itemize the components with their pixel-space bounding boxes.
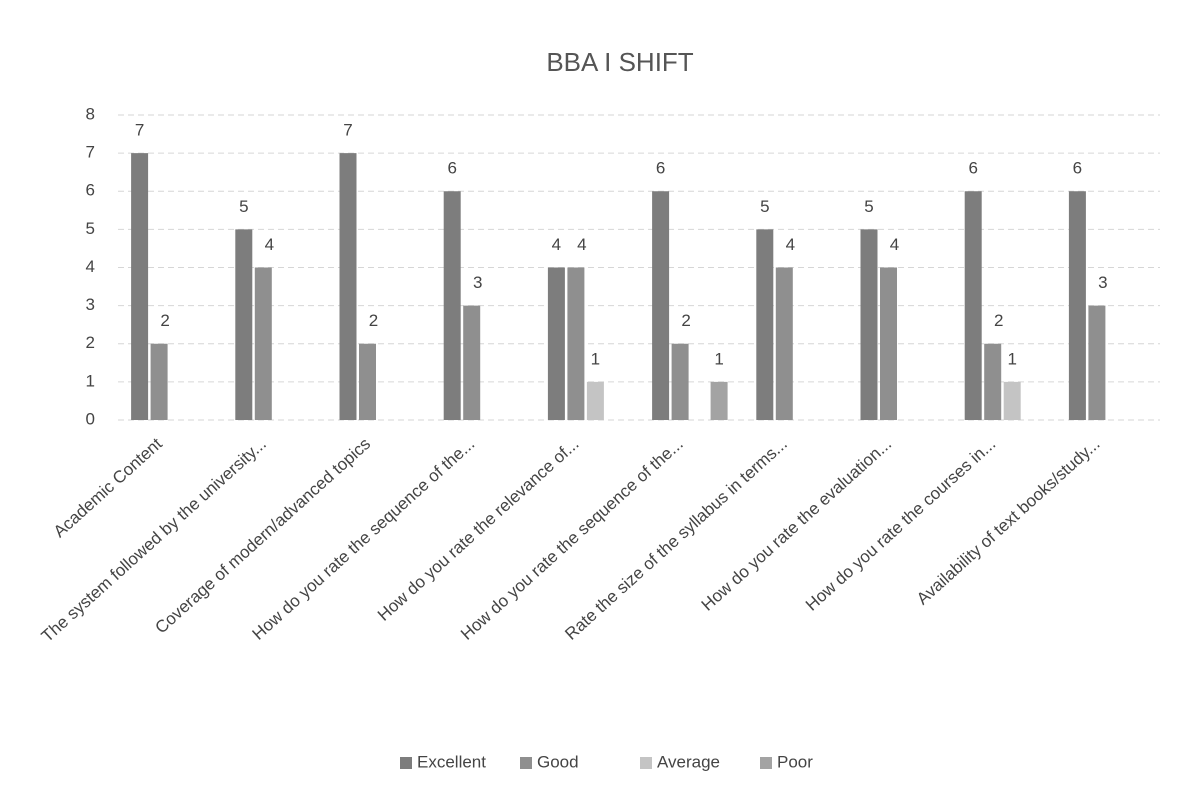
bar	[567, 267, 585, 420]
y-tick-label: 7	[86, 143, 95, 162]
x-tick-label: How do you rate the relevance of...	[374, 434, 583, 625]
data-label: 3	[473, 273, 482, 292]
data-label: 5	[239, 197, 248, 216]
data-label: 6	[447, 159, 456, 178]
data-label: 6	[1073, 159, 1082, 178]
data-label: 7	[343, 121, 352, 140]
bar	[860, 229, 878, 420]
data-label: 2	[681, 311, 690, 330]
data-label: 4	[265, 235, 274, 254]
legend-swatch	[760, 757, 772, 769]
bar	[547, 267, 565, 420]
data-label: 4	[577, 235, 586, 254]
bar	[443, 191, 461, 420]
x-tick-label: How do you rate the evaluation...	[698, 434, 895, 614]
bar	[775, 267, 793, 420]
data-label: 2	[994, 311, 1003, 330]
legend-label: Excellent	[417, 752, 486, 771]
chart-title: BBA I SHIFT	[546, 47, 693, 77]
legend-label: Poor	[777, 752, 813, 771]
bar	[463, 305, 481, 420]
y-tick-label: 4	[86, 257, 95, 276]
bar	[586, 381, 604, 420]
data-label: 2	[160, 311, 169, 330]
bar	[964, 191, 982, 420]
bar	[671, 343, 689, 420]
data-label: 7	[135, 121, 144, 140]
x-tick-label: How do you rate the sequence of the...	[457, 434, 687, 644]
bar	[254, 267, 272, 420]
legend-swatch	[520, 757, 532, 769]
bar	[756, 229, 774, 420]
y-tick-label: 2	[86, 333, 95, 352]
bar	[880, 267, 897, 420]
bar	[1088, 305, 1106, 420]
x-tick-label: The system followed by the university...	[38, 434, 270, 646]
bar	[131, 153, 149, 420]
data-label: 1	[714, 349, 723, 368]
x-tick-label: Availability of text books/study...	[913, 434, 1104, 608]
bar	[1003, 381, 1021, 420]
legend-swatch	[400, 757, 412, 769]
data-label: 1	[1007, 349, 1016, 368]
bar	[339, 153, 357, 420]
bar	[235, 229, 253, 420]
x-tick-label: Academic Content	[50, 434, 166, 541]
data-label: 6	[656, 159, 665, 178]
data-label: 6	[968, 159, 977, 178]
y-tick-label: 0	[86, 409, 95, 428]
y-tick-label: 1	[86, 371, 95, 390]
legend-label: Average	[657, 752, 720, 771]
data-label: 5	[760, 197, 769, 216]
y-tick-label: 3	[86, 295, 95, 314]
bar	[150, 343, 168, 420]
bar	[359, 343, 376, 420]
bar	[710, 381, 728, 420]
bar	[984, 343, 1002, 420]
y-tick-label: 6	[86, 181, 95, 200]
data-label: 4	[890, 235, 899, 254]
bar	[652, 191, 670, 420]
x-tick-label: How do you rate the sequence of the...	[249, 434, 479, 644]
legend-label: Good	[537, 752, 579, 771]
x-tick-label: How do you rate the courses in...	[802, 434, 999, 614]
x-tick-label: Coverage of modern/advanced topics	[151, 434, 374, 637]
y-tick-label: 8	[86, 104, 95, 123]
data-label: 1	[591, 349, 600, 368]
legend-swatch	[640, 757, 652, 769]
y-tick-label: 5	[86, 219, 95, 238]
data-label: 4	[786, 235, 795, 254]
data-label: 5	[864, 197, 873, 216]
bar	[1068, 191, 1086, 420]
data-label: 2	[369, 311, 378, 330]
x-tick-label: Rate the size of the syllabus in terms..…	[561, 434, 791, 643]
data-label: 3	[1098, 273, 1107, 292]
data-label: 4	[552, 235, 561, 254]
